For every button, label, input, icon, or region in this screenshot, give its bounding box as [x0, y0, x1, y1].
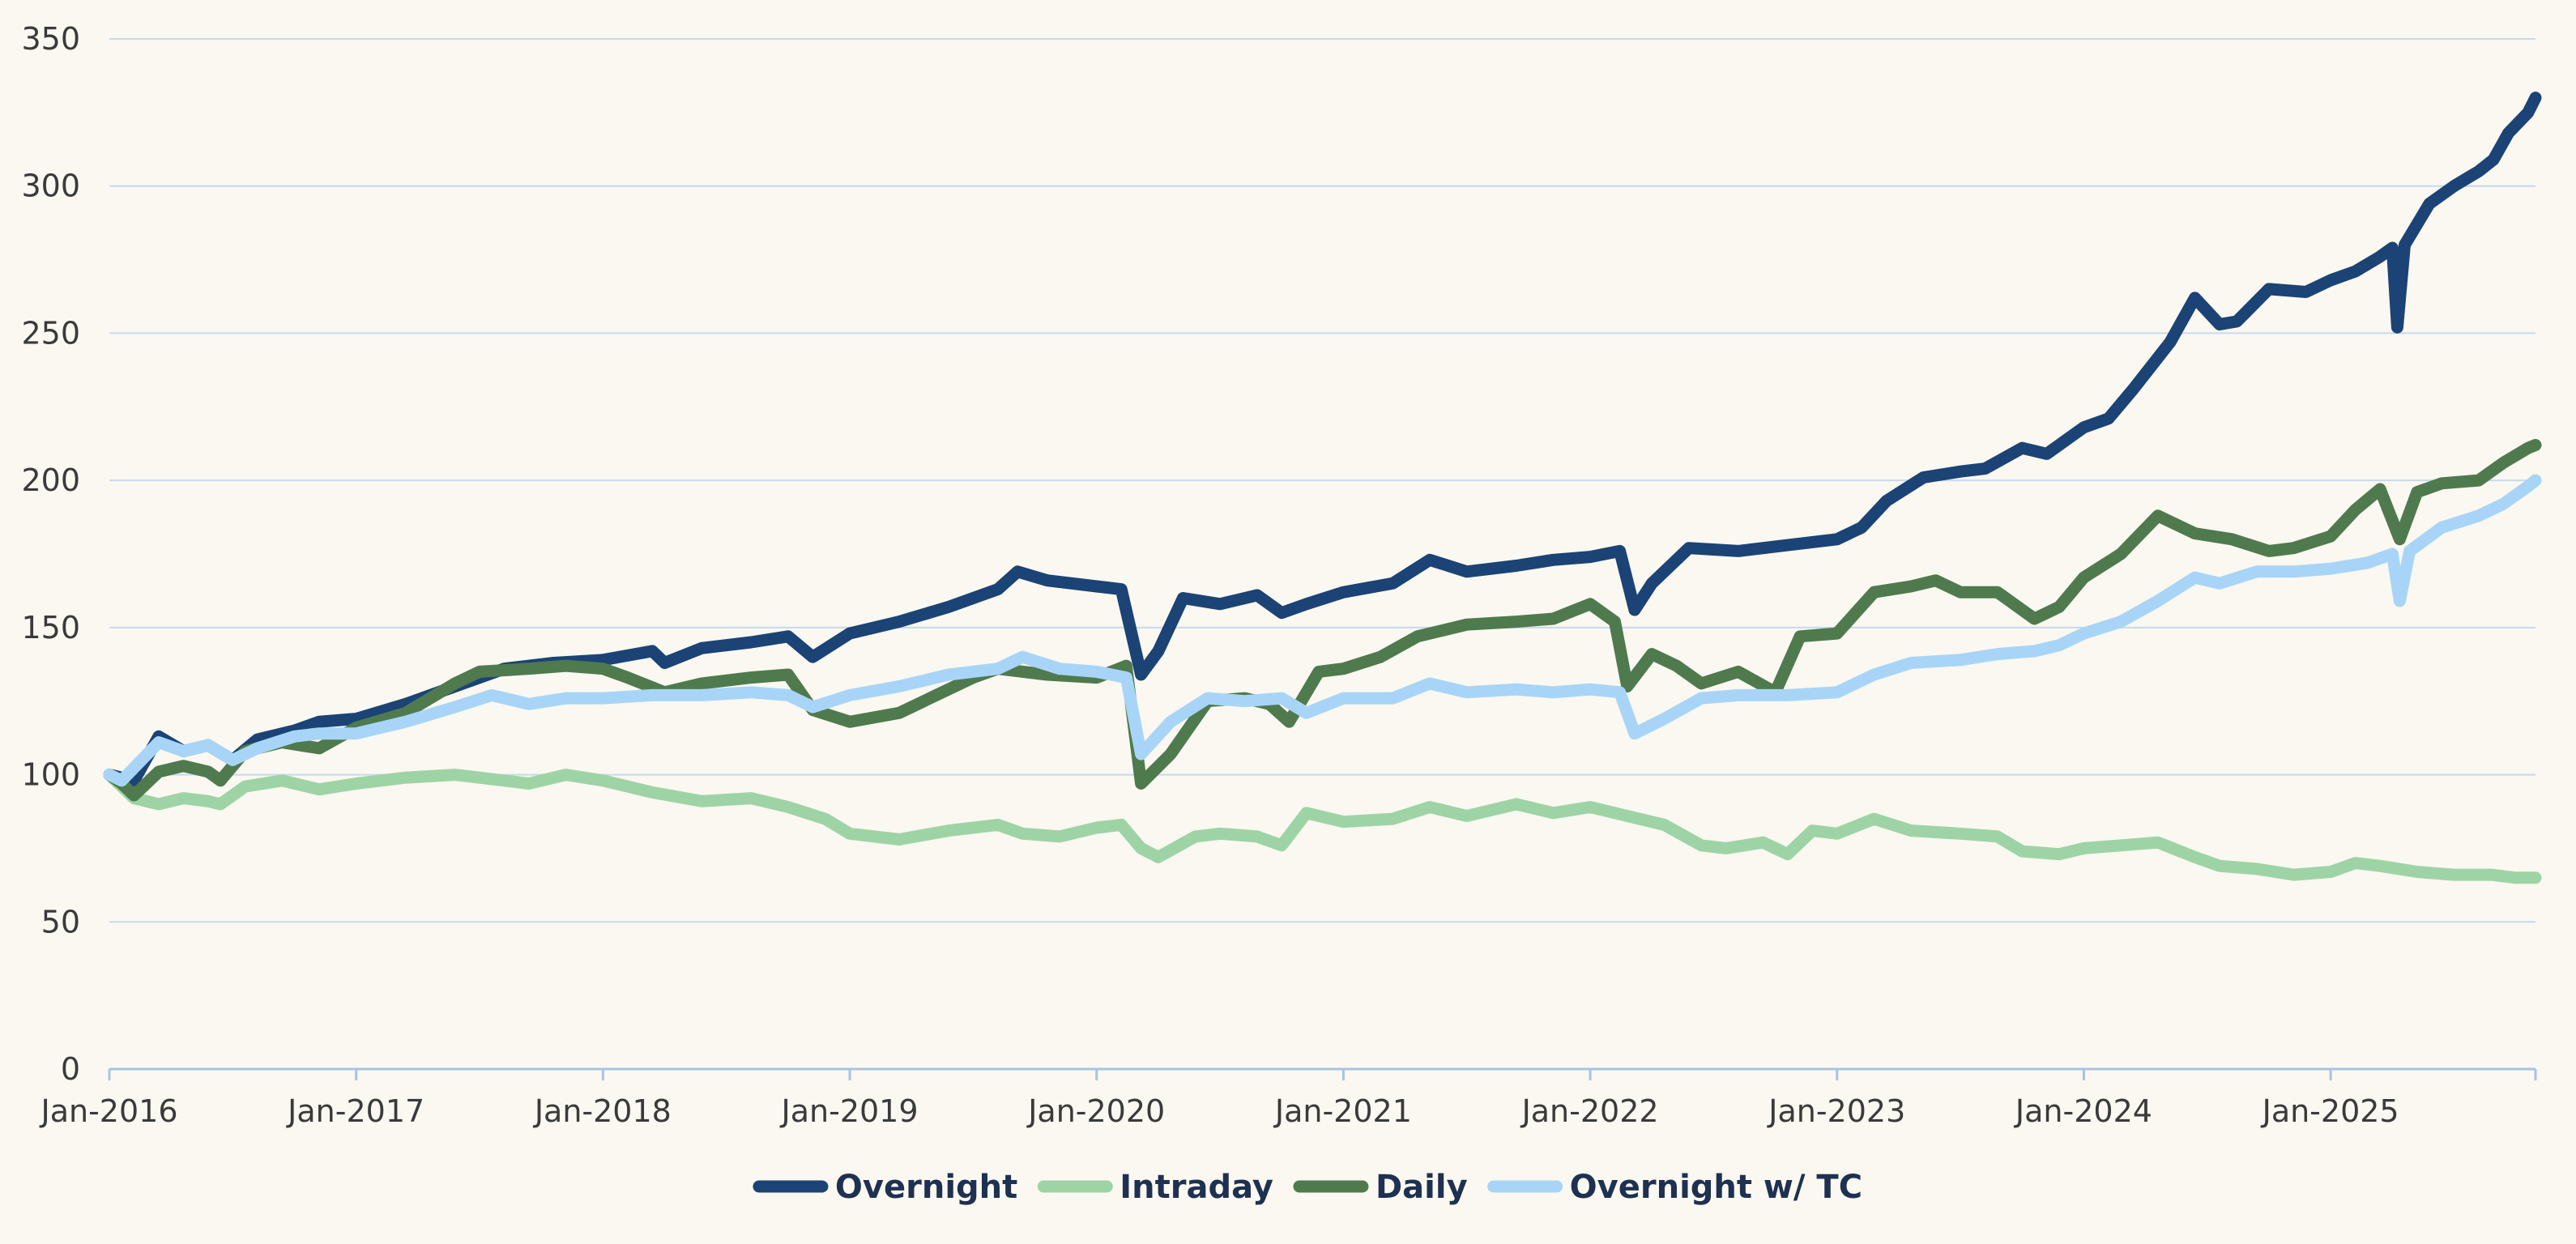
x-tick-label: Jan-2021 [1273, 1093, 1412, 1129]
y-tick-label: 150 [21, 610, 80, 645]
x-tick-label: Jan-2020 [1026, 1093, 1165, 1129]
series-lines [103, 92, 2542, 884]
legend: Overnight Intraday Daily Overnight w/ TC [753, 1169, 1862, 1206]
legend-label: Overnight w/ TC [1570, 1169, 1862, 1206]
series-line-intraday [103, 769, 2542, 884]
legend-label: Overnight [835, 1169, 1017, 1206]
x-tick-label: Jan-2023 [1767, 1093, 1905, 1129]
x-tick-label: Jan-2017 [286, 1093, 424, 1129]
x-tick-label: Jan-2024 [2014, 1093, 2152, 1129]
y-tick-label: 300 [21, 168, 80, 204]
y-tick-label: 100 [21, 757, 80, 793]
x-axis-tick-labels: Jan-2016 Jan-2017 Jan-2018 Jan-2019 Jan-2020… [40, 1069, 2537, 1129]
x-tick-label: Jan-2016 [40, 1093, 178, 1129]
x-tick-label: Jan-2022 [1520, 1093, 1659, 1129]
series-line-overnight-w-tc [103, 474, 2542, 787]
y-tick-label: 0 [61, 1051, 80, 1087]
y-axis-tick-labels: 0 50 100 150 200 250 300 350 [21, 21, 80, 1087]
x-tick-label: Jan-2025 [2261, 1093, 2399, 1129]
legend-label: Daily [1375, 1169, 1468, 1206]
legend-label: Intraday [1120, 1169, 1273, 1206]
y-tick-label: 200 [21, 462, 80, 498]
gridlines [109, 38, 2535, 1071]
series-line-daily [103, 439, 2542, 802]
y-tick-label: 250 [21, 315, 80, 351]
x-tick-label: Jan-2019 [780, 1093, 919, 1129]
x-tick-label: Jan-2018 [533, 1093, 672, 1129]
y-tick-label: 50 [41, 904, 80, 939]
y-tick-label: 350 [21, 21, 80, 57]
